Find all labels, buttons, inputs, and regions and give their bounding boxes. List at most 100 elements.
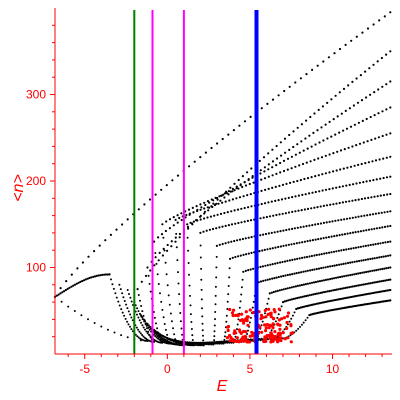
data-point xyxy=(267,326,271,330)
data-point xyxy=(55,294,58,297)
data-point xyxy=(285,228,288,232)
data-point xyxy=(136,335,139,338)
data-point xyxy=(241,185,244,189)
data-point xyxy=(238,238,242,241)
data-point xyxy=(351,145,354,148)
data-point xyxy=(330,135,333,138)
data-point xyxy=(174,240,177,243)
data-point xyxy=(274,185,277,188)
data-point xyxy=(149,290,152,293)
data-point xyxy=(373,91,376,94)
data-point xyxy=(331,220,334,223)
data-point xyxy=(176,259,179,262)
data-point xyxy=(211,227,215,231)
data-point xyxy=(243,120,247,123)
data-point xyxy=(149,269,152,272)
data-point xyxy=(283,300,286,303)
data-point xyxy=(233,239,236,243)
data-point xyxy=(196,209,199,213)
data-point xyxy=(282,288,285,291)
data-point xyxy=(314,175,317,178)
data-point xyxy=(385,267,388,270)
data-point xyxy=(319,237,322,240)
data-point xyxy=(311,268,314,271)
data-point xyxy=(305,225,308,228)
data-point xyxy=(246,219,249,222)
data-point xyxy=(308,282,312,285)
data-point xyxy=(355,260,358,263)
data-point xyxy=(154,193,157,196)
data-point xyxy=(324,188,328,191)
data-point xyxy=(167,294,170,297)
data-point xyxy=(269,247,272,250)
data-point xyxy=(294,195,297,198)
data-point xyxy=(289,181,292,184)
data-point xyxy=(277,307,281,311)
data-point xyxy=(244,237,247,240)
data-point xyxy=(232,129,235,132)
data-point xyxy=(355,35,358,38)
data-point xyxy=(239,300,242,303)
data-point xyxy=(66,287,69,290)
data-point xyxy=(358,142,362,145)
data-point xyxy=(87,318,89,321)
data-point xyxy=(348,286,351,289)
data-point xyxy=(144,328,146,331)
data-point xyxy=(75,282,78,285)
data-point xyxy=(349,261,352,264)
data-point xyxy=(259,317,263,321)
data-point xyxy=(221,242,224,246)
data-point xyxy=(361,271,364,274)
data-point xyxy=(300,323,303,326)
data-point xyxy=(285,299,288,302)
data-point xyxy=(339,287,342,290)
data-point xyxy=(326,278,330,281)
data-point xyxy=(294,165,297,168)
data-point xyxy=(312,293,315,296)
data-point xyxy=(139,337,142,340)
data-point xyxy=(230,223,234,226)
data-point xyxy=(348,107,351,110)
data-point xyxy=(262,233,265,236)
data-point xyxy=(300,271,303,274)
data-point xyxy=(317,267,321,270)
data-point xyxy=(334,133,337,136)
data-point xyxy=(110,278,112,281)
data-point xyxy=(360,99,364,102)
data-point xyxy=(248,334,252,338)
data-point xyxy=(244,269,247,272)
data-point xyxy=(369,282,372,285)
data-point xyxy=(219,199,222,202)
data-point xyxy=(191,334,194,337)
data-point xyxy=(382,255,385,258)
data-point xyxy=(357,272,360,275)
data-point xyxy=(377,268,380,271)
data-point xyxy=(260,107,263,110)
data-point xyxy=(335,264,338,267)
data-point xyxy=(380,56,383,60)
data-point xyxy=(324,266,327,269)
data-point xyxy=(355,144,358,147)
data-point xyxy=(351,80,354,83)
data-point xyxy=(170,245,173,248)
data-point xyxy=(377,242,380,245)
data-point xyxy=(263,248,266,251)
data-point xyxy=(274,199,277,202)
data-point xyxy=(346,232,349,235)
data-point xyxy=(247,236,250,239)
data-point xyxy=(208,228,211,231)
data-point xyxy=(202,230,205,233)
data-point xyxy=(285,182,288,185)
data-point xyxy=(234,255,237,259)
data-point xyxy=(325,236,328,239)
data-point xyxy=(157,236,160,239)
data-point xyxy=(214,285,217,288)
data-point xyxy=(139,299,141,302)
data-point xyxy=(353,285,356,288)
data-point xyxy=(367,244,370,247)
data-point xyxy=(279,230,282,233)
data-point xyxy=(160,233,164,236)
data-point xyxy=(284,287,287,290)
data-point xyxy=(322,60,325,63)
data-point xyxy=(345,217,349,220)
